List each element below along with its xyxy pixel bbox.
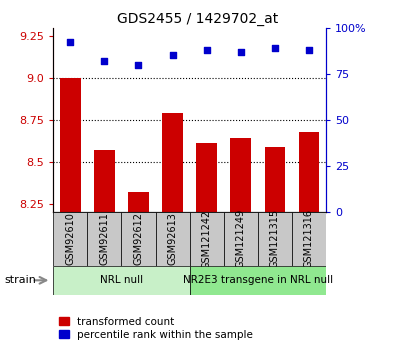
Text: GSM121315: GSM121315 bbox=[270, 209, 280, 268]
Point bbox=[67, 40, 73, 45]
Text: GSM121242: GSM121242 bbox=[201, 209, 212, 268]
Point bbox=[306, 47, 312, 52]
Bar bbox=[224, 212, 258, 266]
Bar bbox=[53, 212, 87, 266]
Bar bbox=[265, 147, 285, 212]
Bar bbox=[231, 138, 251, 212]
Bar bbox=[162, 113, 183, 212]
Point bbox=[272, 45, 278, 51]
Bar bbox=[258, 212, 292, 266]
Bar bbox=[87, 212, 122, 266]
Point bbox=[101, 58, 107, 63]
Text: GSM121249: GSM121249 bbox=[236, 209, 246, 268]
Text: GSM92610: GSM92610 bbox=[65, 213, 75, 265]
Text: GSM92611: GSM92611 bbox=[100, 213, 109, 265]
Legend: transformed count, percentile rank within the sample: transformed count, percentile rank withi… bbox=[58, 317, 253, 340]
Bar bbox=[60, 78, 81, 212]
Bar bbox=[292, 212, 326, 266]
Point bbox=[237, 49, 244, 55]
Bar bbox=[190, 266, 326, 295]
Text: GSM92613: GSM92613 bbox=[167, 213, 178, 265]
Point bbox=[203, 47, 210, 52]
Bar bbox=[53, 266, 190, 295]
Point bbox=[135, 62, 142, 67]
Bar bbox=[128, 192, 149, 212]
Text: NRL null: NRL null bbox=[100, 275, 143, 285]
Text: strain: strain bbox=[5, 275, 37, 285]
Text: GSM92612: GSM92612 bbox=[134, 213, 143, 265]
Bar bbox=[299, 132, 319, 212]
Bar bbox=[196, 144, 217, 212]
Text: NR2E3 transgene in NRL null: NR2E3 transgene in NRL null bbox=[182, 275, 333, 285]
Point bbox=[169, 52, 176, 58]
Bar bbox=[190, 212, 224, 266]
Bar bbox=[94, 150, 115, 212]
Text: GSM121316: GSM121316 bbox=[304, 209, 314, 268]
Text: GDS2455 / 1429702_at: GDS2455 / 1429702_at bbox=[117, 12, 278, 26]
Bar bbox=[122, 212, 156, 266]
Bar bbox=[156, 212, 190, 266]
